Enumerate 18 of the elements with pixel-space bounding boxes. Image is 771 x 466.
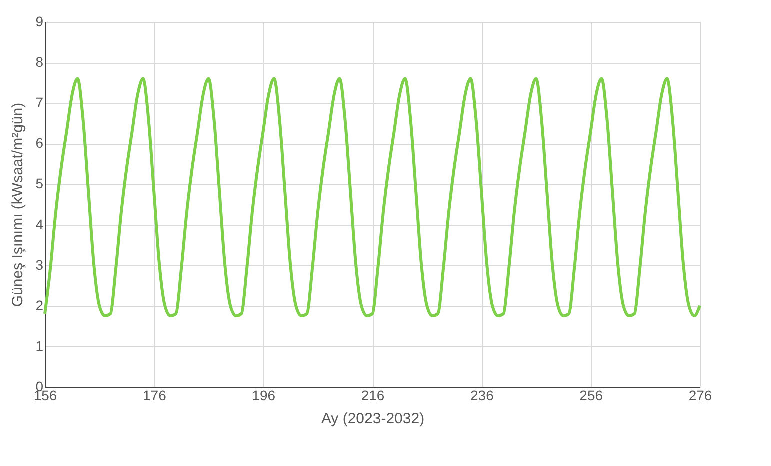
y-tick-label: 2: [36, 297, 44, 314]
y-axis-title: Güneş Işınımı (kWsaat/m²gün): [10, 102, 27, 308]
y-tick-label: 4: [36, 216, 44, 232]
y-tick-label: 6: [36, 135, 44, 152]
y-tick-label: 8: [36, 54, 44, 70]
x-tick-label: 256: [580, 388, 604, 404]
x-tick-label: 196: [252, 388, 276, 404]
x-axis-title: Ay (2023-2032): [321, 410, 425, 428]
x-tick-label: 176: [142, 388, 167, 404]
y-tick-label: 5: [36, 176, 44, 192]
y-tick-label: 9: [36, 14, 44, 30]
line-series: [44, 77, 702, 318]
x-tick-label: 236: [470, 388, 494, 404]
y-tick-label: 3: [36, 256, 44, 273]
x-tick-label: 276: [688, 388, 712, 404]
y-tick-label: 7: [36, 94, 44, 111]
x-tick-label: 216: [361, 388, 385, 404]
y-tick-label: 1: [36, 338, 44, 354]
